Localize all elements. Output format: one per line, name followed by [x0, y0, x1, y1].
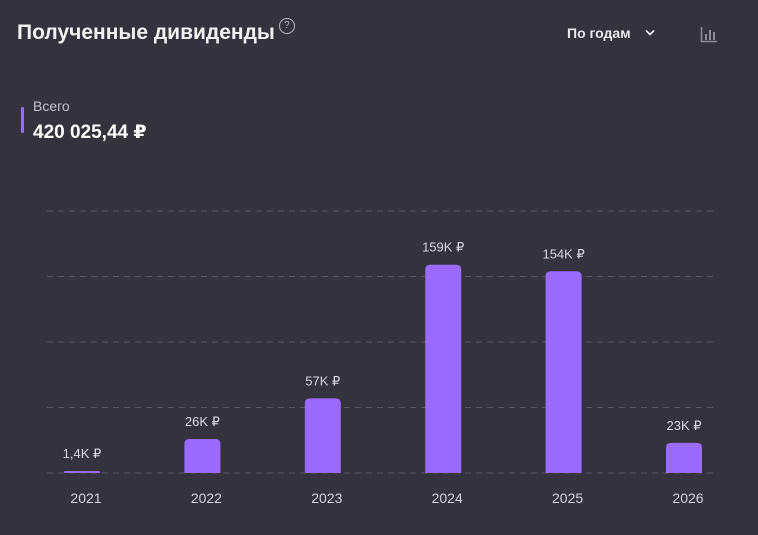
title-text: Полученные дивиденды	[17, 21, 275, 44]
bar-value-label: 154K ₽	[542, 246, 584, 261]
bar-value-label: 23K ₽	[666, 418, 701, 433]
chevron-down-icon	[645, 30, 654, 36]
bar-2022[interactable]	[184, 438, 221, 473]
page-title: Полученные дивиденды ?	[17, 18, 295, 45]
x-tick-label: 2022	[191, 490, 222, 506]
bar-2023[interactable]	[304, 398, 341, 473]
bar-value-label: 57K ₽	[305, 373, 340, 388]
bar-2024[interactable]	[425, 264, 462, 473]
x-tick-label: 2024	[432, 490, 463, 506]
bars	[64, 264, 702, 473]
x-tick-label: 2023	[311, 490, 342, 506]
total-label: Всего	[33, 98, 70, 114]
bar-chart-icon[interactable]	[700, 26, 718, 43]
question-circle-icon[interactable]: ?	[278, 18, 295, 34]
legend-color-marker	[21, 107, 24, 133]
bar-2026[interactable]	[666, 442, 702, 473]
x-tick-label: 2025	[552, 490, 583, 506]
bar-labels: 1,4K ₽ 26K ₽ 57K ₽ 159K ₽ 154K ₽ 23K ₽	[63, 240, 702, 461]
bar-value-label: 159K ₽	[422, 240, 464, 255]
bar-value-label: 1,4K ₽	[63, 446, 102, 461]
bar-value-label: 26K ₽	[185, 414, 220, 429]
x-tick-label: 2026	[672, 490, 703, 506]
period-label: По годам	[567, 25, 631, 41]
grid-lines	[47, 210, 714, 474]
x-tick-label: 2021	[70, 490, 101, 506]
total-value: 420 025,44 ₽	[33, 122, 147, 143]
bar-2025[interactable]	[545, 271, 582, 473]
x-axis-ticks: 2021 2022 2023 2024 2025 2026	[70, 490, 703, 506]
bar-2021[interactable]	[64, 471, 100, 473]
period-dropdown[interactable]: По годам	[567, 25, 655, 41]
